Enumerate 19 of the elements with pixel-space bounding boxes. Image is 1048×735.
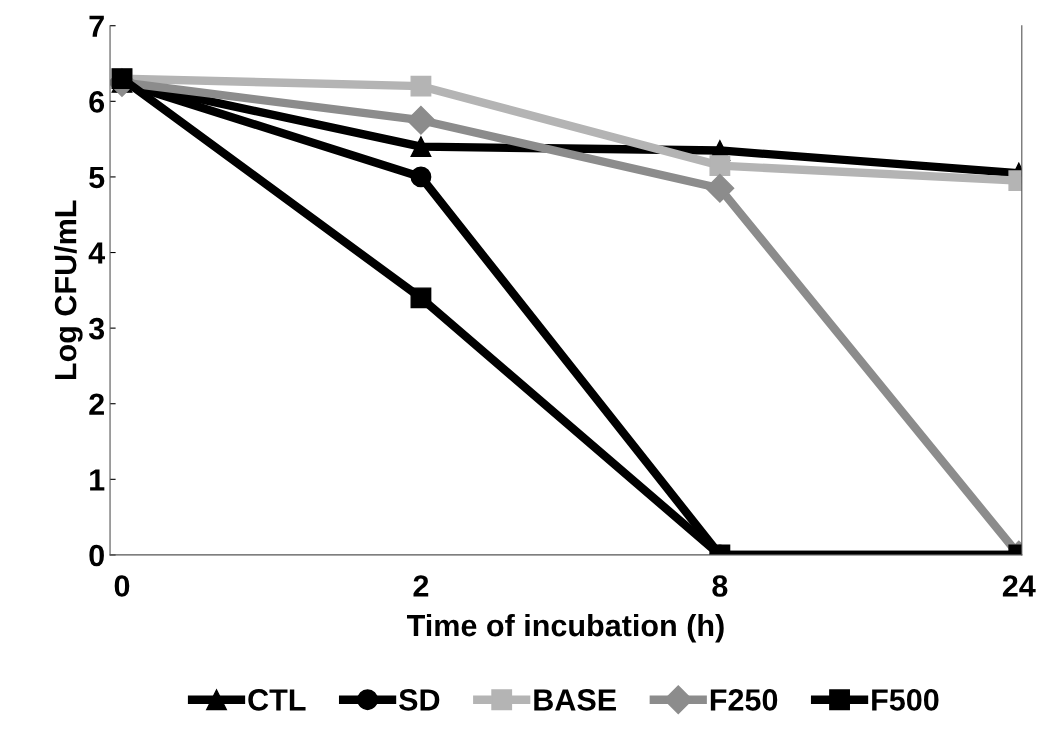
y-tick-label: 6 bbox=[89, 91, 105, 113]
legend-label: CTL bbox=[248, 689, 306, 711]
y-tick-label: 0 bbox=[89, 544, 104, 567]
y-tick-label: 1 bbox=[90, 469, 105, 491]
legend-label: F250 bbox=[710, 689, 778, 711]
legend-label: SD bbox=[399, 689, 440, 711]
legend-label: F500 bbox=[872, 689, 939, 711]
y-tick-label: 5 bbox=[89, 166, 105, 189]
x-tick-label: 0 bbox=[114, 575, 130, 597]
x-tick-label: 24 bbox=[1002, 575, 1036, 597]
x-tick-label: 8 bbox=[712, 575, 728, 597]
y-tick-label: 3 bbox=[88, 317, 105, 340]
x-axis-title: Time of incubation (h) bbox=[406, 613, 724, 643]
y-tick-label: 7 bbox=[89, 15, 104, 37]
y-axis-title: Log CFU/mL bbox=[54, 200, 83, 380]
x-tick-label: 2 bbox=[413, 575, 429, 597]
legend-label: BASE bbox=[534, 689, 616, 711]
y-tick-label: 2 bbox=[89, 393, 104, 415]
y-tick-label: 4 bbox=[88, 242, 106, 264]
